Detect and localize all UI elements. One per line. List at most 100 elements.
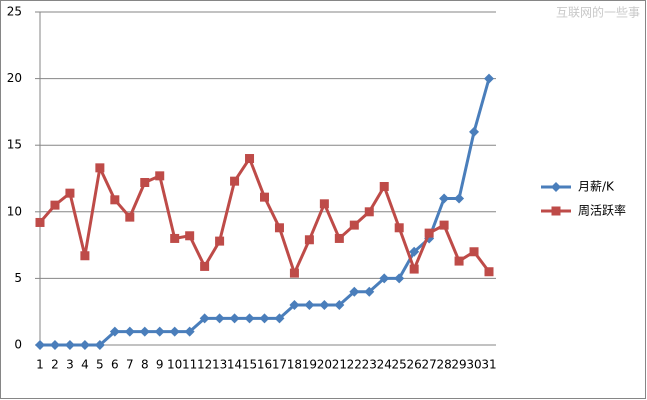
point-marker — [65, 188, 75, 198]
point-marker — [274, 223, 284, 233]
point-marker — [364, 207, 374, 217]
point-marker — [274, 313, 285, 324]
point-marker — [109, 326, 120, 337]
point-marker — [259, 313, 270, 324]
point-marker — [454, 193, 465, 204]
point-marker — [319, 199, 329, 209]
x-tick-label: 31 — [481, 358, 496, 372]
x-tick-label: 17 — [272, 358, 287, 372]
x-tick-label: 29 — [451, 358, 466, 372]
y-tick-label: 10 — [7, 204, 22, 218]
point-marker — [230, 176, 240, 186]
x-tick-label: 24 — [377, 358, 392, 372]
legend-marker — [551, 206, 561, 216]
point-marker — [469, 247, 479, 257]
point-marker — [334, 233, 344, 243]
x-tick-label: 25 — [392, 358, 407, 372]
point-marker — [409, 246, 420, 257]
x-tick-label: 4 — [81, 358, 89, 372]
point-marker — [155, 171, 165, 181]
point-marker — [124, 326, 135, 337]
point-marker — [260, 192, 269, 202]
x-tick-label: 15 — [242, 358, 257, 372]
point-marker — [379, 273, 390, 284]
y-tick-label: 20 — [7, 71, 22, 85]
point-marker — [394, 273, 405, 284]
x-tick-label: 12 — [197, 358, 212, 372]
x-tick-label: 5 — [96, 358, 104, 372]
point-marker — [484, 267, 494, 277]
point-marker — [469, 126, 480, 137]
point-marker — [185, 231, 195, 241]
point-marker — [64, 340, 75, 350]
point-marker — [304, 300, 315, 311]
point-marker — [139, 326, 150, 337]
point-marker — [244, 313, 255, 324]
x-tick-label: 22 — [347, 358, 362, 372]
x-tick-label: 10 — [167, 358, 182, 372]
x-tick-label: 30 — [466, 358, 481, 372]
x-tick-label: 18 — [287, 358, 302, 372]
point-marker — [334, 300, 345, 311]
point-marker — [379, 181, 389, 191]
x-tick-label: 28 — [436, 358, 451, 372]
legend-label: 周活跃率 — [578, 203, 626, 218]
point-marker — [349, 286, 360, 297]
y-tick-label: 5 — [14, 271, 22, 285]
y-tick-label: 15 — [7, 138, 22, 152]
point-marker — [79, 340, 90, 350]
point-marker — [229, 313, 240, 324]
point-marker — [349, 220, 359, 230]
point-marker — [35, 217, 45, 227]
point-marker — [484, 73, 494, 84]
point-marker — [409, 264, 419, 274]
point-marker — [289, 300, 300, 311]
point-marker — [245, 154, 255, 164]
point-marker — [304, 235, 314, 245]
legend-marker — [551, 182, 561, 192]
point-marker — [439, 220, 449, 230]
point-marker — [364, 286, 375, 297]
point-marker — [125, 212, 135, 222]
point-marker — [319, 300, 330, 311]
x-tick-label: 19 — [302, 358, 317, 372]
x-tick-label: 8 — [141, 358, 149, 372]
point-marker — [394, 223, 404, 233]
y-tick-label: 0 — [14, 338, 22, 352]
x-tick-label: 2 — [51, 358, 59, 372]
point-marker — [80, 251, 90, 261]
point-marker — [214, 313, 225, 324]
point-marker — [95, 163, 105, 173]
x-tick-label: 20 — [317, 358, 332, 372]
x-tick-label: 26 — [407, 358, 422, 372]
point-marker — [169, 326, 180, 337]
x-tick-label: 14 — [227, 358, 242, 372]
x-tick-label: 16 — [257, 358, 272, 372]
x-tick-label: 27 — [421, 358, 436, 372]
x-tick-label: 23 — [362, 358, 377, 372]
x-tick-label: 6 — [111, 358, 119, 372]
point-marker — [200, 261, 210, 271]
x-tick-label: 11 — [182, 358, 197, 372]
x-tick-label: 3 — [66, 358, 74, 372]
point-marker — [35, 340, 45, 350]
point-marker — [170, 233, 180, 243]
point-marker — [424, 228, 434, 238]
watermark: 互联网的一些事 — [556, 5, 640, 20]
point-marker — [454, 256, 464, 266]
point-marker — [110, 195, 120, 205]
point-marker — [289, 268, 299, 278]
y-tick-label: 25 — [7, 5, 22, 19]
x-tick-label: 13 — [212, 358, 227, 372]
point-marker — [94, 340, 105, 350]
point-marker — [184, 326, 195, 337]
point-marker — [49, 340, 60, 350]
x-tick-label: 9 — [156, 358, 164, 372]
x-tick-label: 1 — [36, 358, 44, 372]
x-tick-label: 21 — [332, 358, 347, 372]
point-marker — [140, 177, 150, 187]
point-marker — [199, 313, 210, 324]
legend-label: 月薪/K — [578, 180, 615, 194]
point-marker — [154, 326, 165, 337]
